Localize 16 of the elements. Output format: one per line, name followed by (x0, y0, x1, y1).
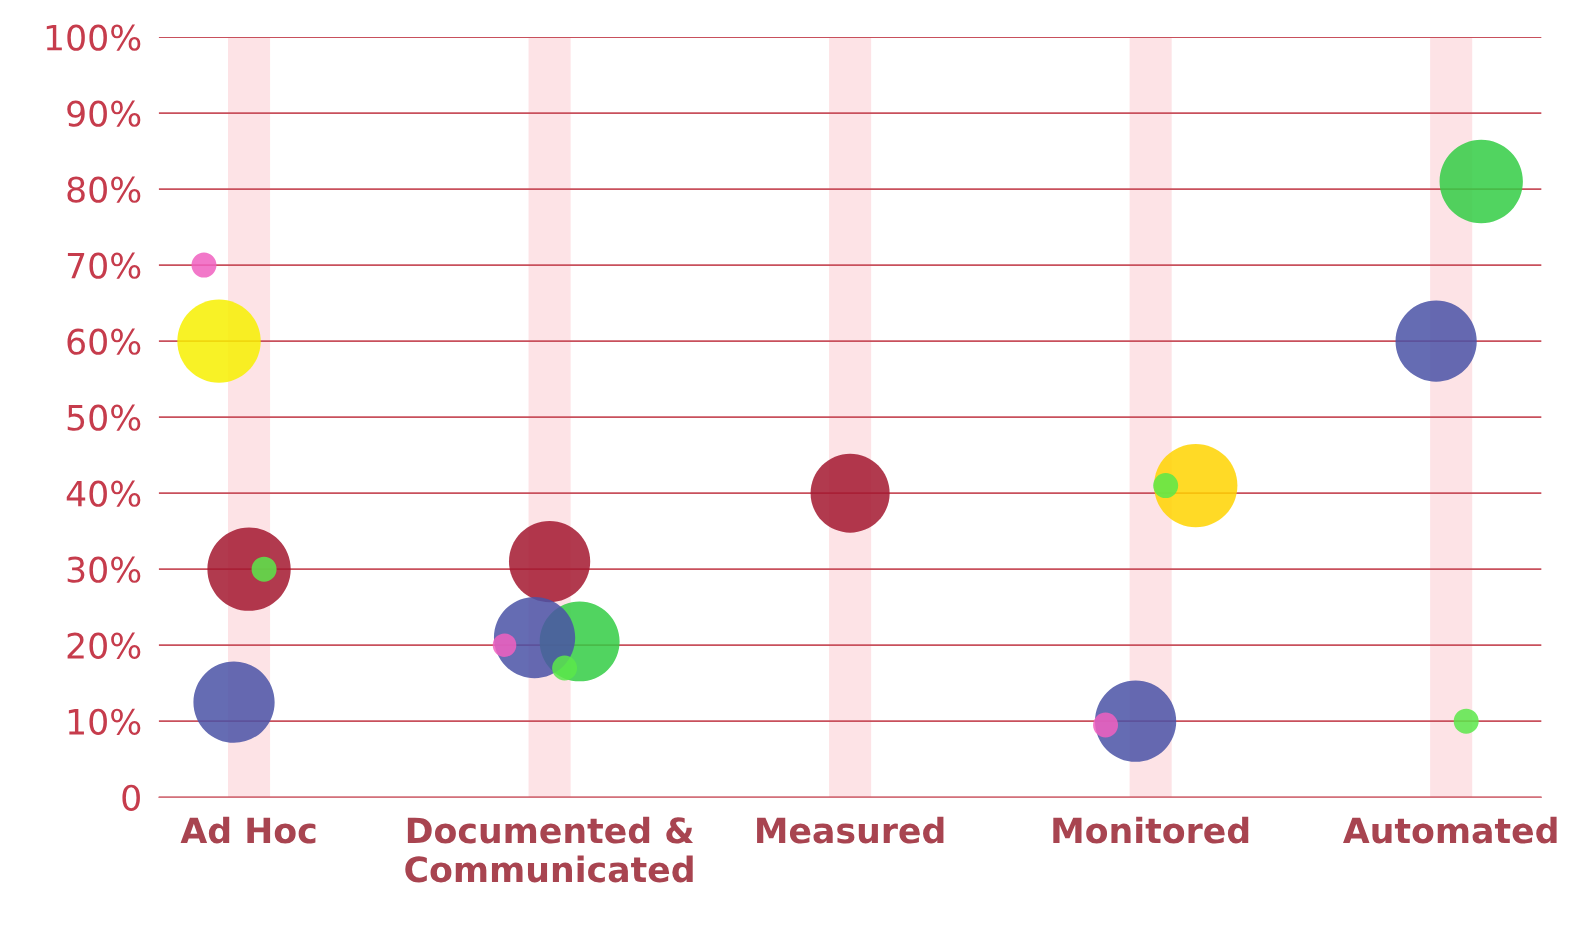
x-tick-label: Monitored (1053, 816, 1249, 844)
y-tick-label: 90% (67, 100, 141, 127)
y-tick-label: 60% (67, 328, 141, 355)
y-tick-label: 50% (67, 404, 141, 431)
x-tick-label: Documented & Communicated (405, 816, 694, 883)
x-tick-label: Measured (757, 816, 944, 844)
x-tick-label: Ad Hoc (180, 816, 316, 844)
y-tick-label: 10% (68, 708, 141, 735)
y-tick-label: 70% (67, 252, 141, 279)
x-tick-label: Automated (1343, 816, 1557, 844)
y-tick-label: 80% (67, 176, 141, 203)
y-tick-label: 40% (66, 480, 141, 507)
y-tick-label: 30% (67, 556, 141, 583)
y-tick-label: 0 (122, 784, 140, 811)
y-tick-label: 20% (67, 632, 141, 659)
y-tick-label: 100% (46, 24, 141, 51)
